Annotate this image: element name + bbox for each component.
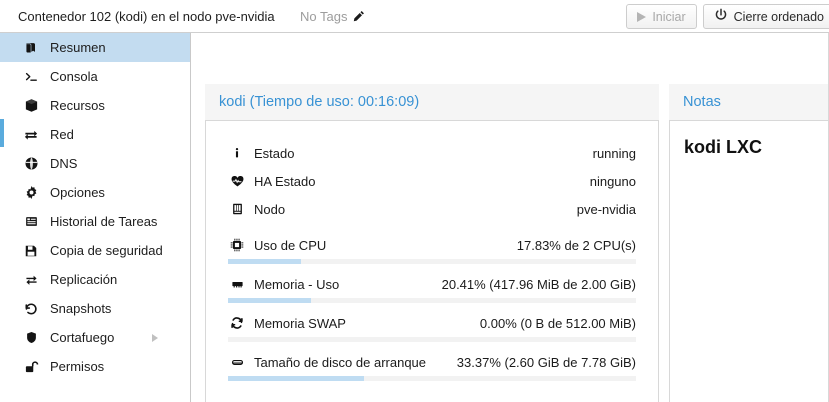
topbar-actions: Iniciar Cierre ordenado <box>626 4 829 29</box>
status-row-value: ninguno <box>589 173 636 189</box>
sidebar-item-label: Red <box>50 127 74 142</box>
status-list: Estado running HA Estado ninguno <box>206 121 658 381</box>
sidebar: Resumen Consola Recursos <box>0 33 191 402</box>
cube-icon <box>22 98 40 114</box>
status-row-ha-estado: HA Estado ninguno <box>228 167 636 195</box>
pencil-icon[interactable] <box>352 10 365 23</box>
status-row-label: Estado <box>254 145 295 161</box>
cpu-icon <box>228 237 246 253</box>
sidebar-item-historial-de-tareas[interactable]: Historial de Tareas <box>0 207 190 236</box>
replication-icon <box>22 272 40 288</box>
sidebar-item-resumen[interactable]: Resumen <box>0 33 190 62</box>
usage-row-disco: Tamaño de disco de arranque 33.37% (2.60… <box>228 348 636 376</box>
sidebar-item-recursos[interactable]: Recursos <box>0 91 190 120</box>
content-area: kodi (Tiempo de uso: 00:16:09) Estado ru… <box>191 33 829 402</box>
info-icon <box>228 145 246 161</box>
network-icon <box>22 127 40 143</box>
play-icon <box>637 11 647 22</box>
sidebar-item-label: Snapshots <box>50 301 112 316</box>
tags-label: No Tags <box>300 9 348 24</box>
usage-row-swap: Memoria SWAP 0.00% (0 B de 512.00 MiB) <box>228 309 636 337</box>
usage-row-value: 20.41% (417.96 MiB de 2.00 GiB) <box>441 276 636 292</box>
tags-group[interactable]: No Tags <box>300 9 365 24</box>
usage-row-value: 17.83% de 2 CPU(s) <box>516 237 636 253</box>
status-row-value: running <box>592 145 636 161</box>
sidebar-item-label: Consola <box>50 69 98 84</box>
disk-icon <box>228 354 246 370</box>
usage-row-label: Memoria - Uso <box>254 276 340 292</box>
sidebar-item-red[interactable]: Red <box>0 120 190 149</box>
floppy-icon <box>22 243 40 259</box>
disk-usage-meter <box>228 376 636 381</box>
sidebar-item-label: Opciones <box>50 185 105 200</box>
notes-panel-header: Notas <box>669 84 829 121</box>
notes-text: kodi LXC <box>684 137 763 157</box>
page-title: Contenedor 102 (kodi) en el nodo pve-nvi… <box>18 9 275 24</box>
start-button-label: Iniciar <box>652 9 686 24</box>
summary-panel-header: kodi (Tiempo de uso: 00:16:09) <box>205 84 659 121</box>
book-icon <box>22 40 40 56</box>
swap-icon <box>228 315 246 331</box>
sidebar-item-label: Replicación <box>50 272 118 287</box>
status-row-label: HA Estado <box>254 173 316 189</box>
summary-panel-title: kodi (Tiempo de uso: 00:16:09) <box>219 94 420 110</box>
terminal-icon <box>22 69 40 85</box>
usage-row-label: Memoria SWAP <box>254 315 346 331</box>
cpu-usage-meter <box>228 259 636 264</box>
shutdown-button[interactable]: Cierre ordenado <box>702 4 829 29</box>
status-row-value: pve-nvidia <box>576 201 636 217</box>
notes-panel-title: Notas <box>683 94 721 110</box>
usage-row-memoria: Memoria - Uso 20.41% (417.96 MiB de 2.00… <box>228 270 636 298</box>
list-icon <box>22 214 40 230</box>
status-row-estado: Estado running <box>228 139 636 167</box>
sidebar-edge-accent <box>0 119 4 147</box>
sidebar-item-label: Cortafuego <box>50 330 115 345</box>
sidebar-item-cortafuego[interactable]: Cortafuego <box>0 323 190 352</box>
memory-icon <box>228 276 246 292</box>
sidebar-item-label: DNS <box>50 156 78 171</box>
sidebar-item-dns[interactable]: DNS <box>0 149 190 178</box>
usage-row-value: 0.00% (0 B de 512.00 MiB) <box>479 315 636 331</box>
heart-icon <box>228 173 246 189</box>
memory-usage-meter <box>228 298 636 303</box>
sidebar-item-label: Historial de Tareas <box>50 214 158 229</box>
notes-content: kodi LXC <box>670 121 829 174</box>
sidebar-item-replicacion[interactable]: Replicación <box>0 265 190 294</box>
summary-panel-body: Estado running HA Estado ninguno <box>205 121 659 402</box>
server-icon <box>228 201 246 217</box>
shield-icon <box>22 330 40 346</box>
usage-row-value: 33.37% (2.60 GiB de 7.78 GiB) <box>456 354 636 370</box>
status-row-nodo: Nodo pve-nvidia <box>228 195 636 223</box>
power-icon <box>714 8 728 25</box>
unlock-icon <box>22 359 40 375</box>
globe-icon <box>22 156 40 172</box>
chevron-right-icon <box>152 333 158 342</box>
top-bar: Contenedor 102 (kodi) en el nodo pve-nvi… <box>0 0 829 33</box>
notes-panel: Notas kodi LXC <box>669 84 829 402</box>
swap-usage-meter <box>228 337 636 342</box>
sidebar-item-label: Copia de seguridad <box>50 243 163 258</box>
shutdown-button-label: Cierre ordenado <box>733 9 824 24</box>
notes-panel-body[interactable]: kodi LXC <box>669 121 829 402</box>
usage-row-label: Tamaño de disco de arranque <box>254 354 427 370</box>
start-button[interactable]: Iniciar <box>626 4 697 29</box>
sidebar-item-copia-de-seguridad[interactable]: Copia de seguridad <box>0 236 190 265</box>
summary-panel: kodi (Tiempo de uso: 00:16:09) Estado ru… <box>205 84 659 402</box>
sidebar-item-label: Permisos <box>50 359 105 374</box>
sidebar-item-snapshots[interactable]: Snapshots <box>0 294 190 323</box>
sidebar-item-label: Recursos <box>50 98 105 113</box>
history-icon <box>22 301 40 317</box>
usage-row-cpu: Uso de CPU 17.83% de 2 CPU(s) <box>228 231 636 259</box>
gear-icon <box>22 185 40 201</box>
status-row-label: Nodo <box>254 201 286 217</box>
usage-row-label: Uso de CPU <box>254 237 327 253</box>
sidebar-item-permisos[interactable]: Permisos <box>0 352 190 381</box>
sidebar-item-label: Resumen <box>50 40 106 55</box>
sidebar-item-opciones[interactable]: Opciones <box>0 178 190 207</box>
sidebar-item-consola[interactable]: Consola <box>0 62 190 91</box>
